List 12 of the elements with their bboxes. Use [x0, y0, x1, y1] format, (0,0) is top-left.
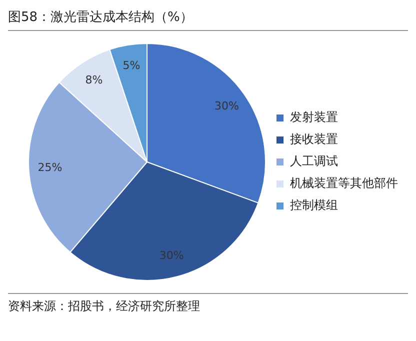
legend-label: 接收装置: [290, 132, 338, 146]
legend-label: 发射装置: [290, 110, 338, 124]
data-label: 30%: [159, 248, 184, 262]
data-label: 30%: [214, 99, 239, 112]
chart-title: 图58：激光雷达成本结构（%）: [8, 8, 408, 31]
legend-label: 机械装置等其他部件: [290, 176, 398, 190]
data-label: 5%: [122, 58, 140, 72]
text: 资料来源：招股书，经济研究所整理: [8, 298, 201, 315]
legend-label: 控制模组: [290, 198, 338, 212]
data-label: 25%: [38, 161, 62, 174]
data-label: 8%: [85, 73, 103, 86]
legend-label: 人工调试: [290, 154, 338, 168]
